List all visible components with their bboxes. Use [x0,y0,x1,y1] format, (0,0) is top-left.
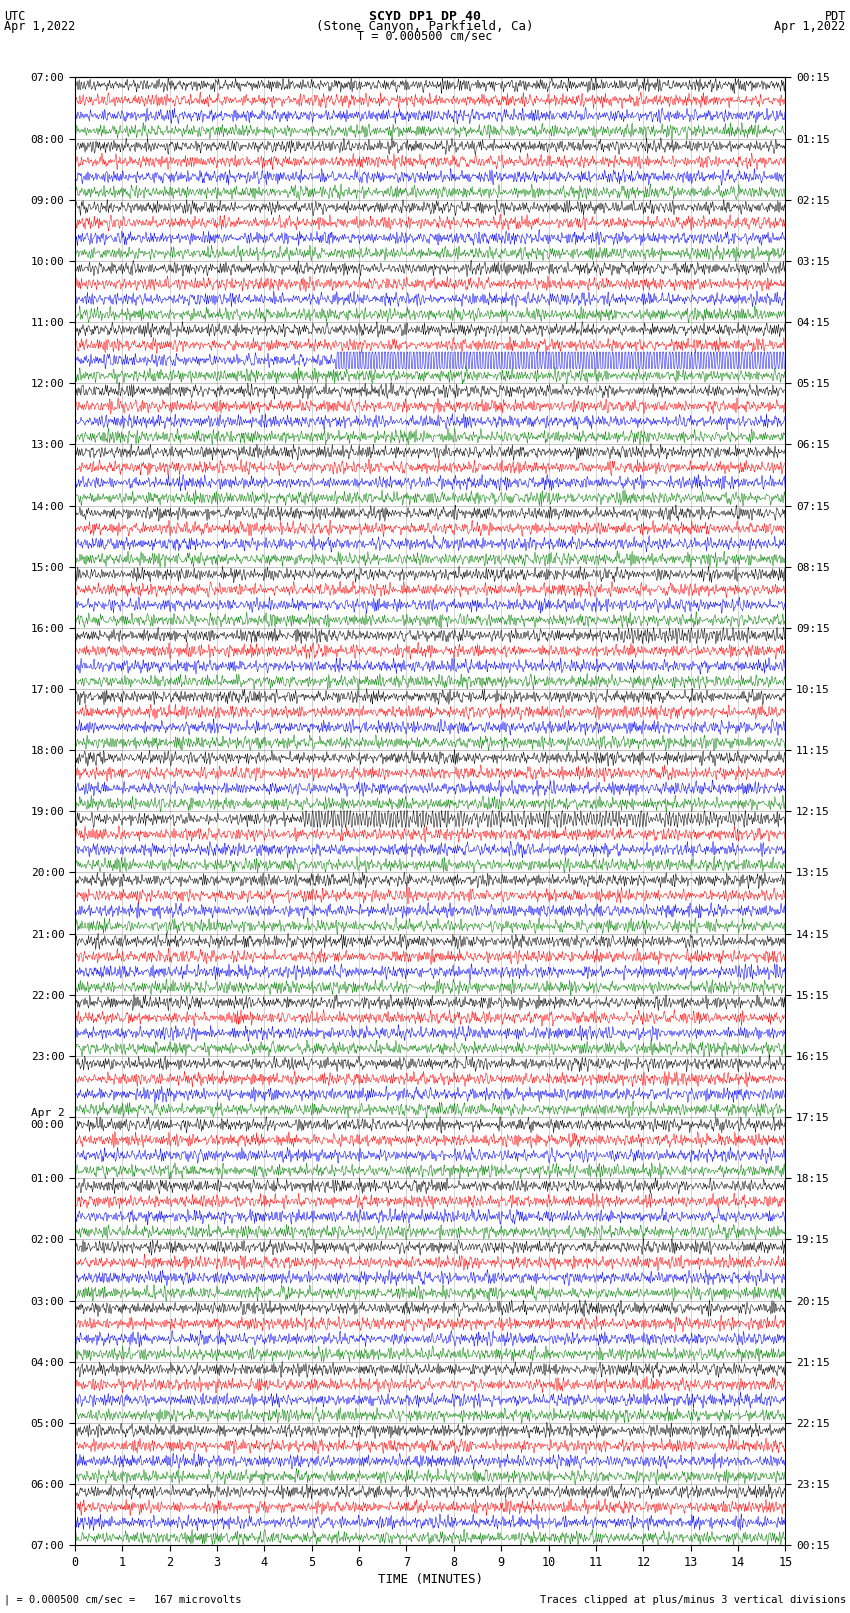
Text: | = 0.000500 cm/sec =   167 microvolts: | = 0.000500 cm/sec = 167 microvolts [4,1594,241,1605]
Text: T = 0.000500 cm/sec: T = 0.000500 cm/sec [357,31,493,44]
X-axis label: TIME (MINUTES): TIME (MINUTES) [377,1573,483,1586]
Text: Apr 1,2022: Apr 1,2022 [4,19,76,34]
Text: PDT: PDT [824,11,846,24]
Text: Traces clipped at plus/minus 3 vertical divisions: Traces clipped at plus/minus 3 vertical … [540,1595,846,1605]
Text: UTC: UTC [4,11,26,24]
Text: (Stone Canyon, Parkfield, Ca): (Stone Canyon, Parkfield, Ca) [316,19,534,34]
Text: Apr 1,2022: Apr 1,2022 [774,19,846,34]
Text: SCYD DP1 DP 40: SCYD DP1 DP 40 [369,11,481,24]
